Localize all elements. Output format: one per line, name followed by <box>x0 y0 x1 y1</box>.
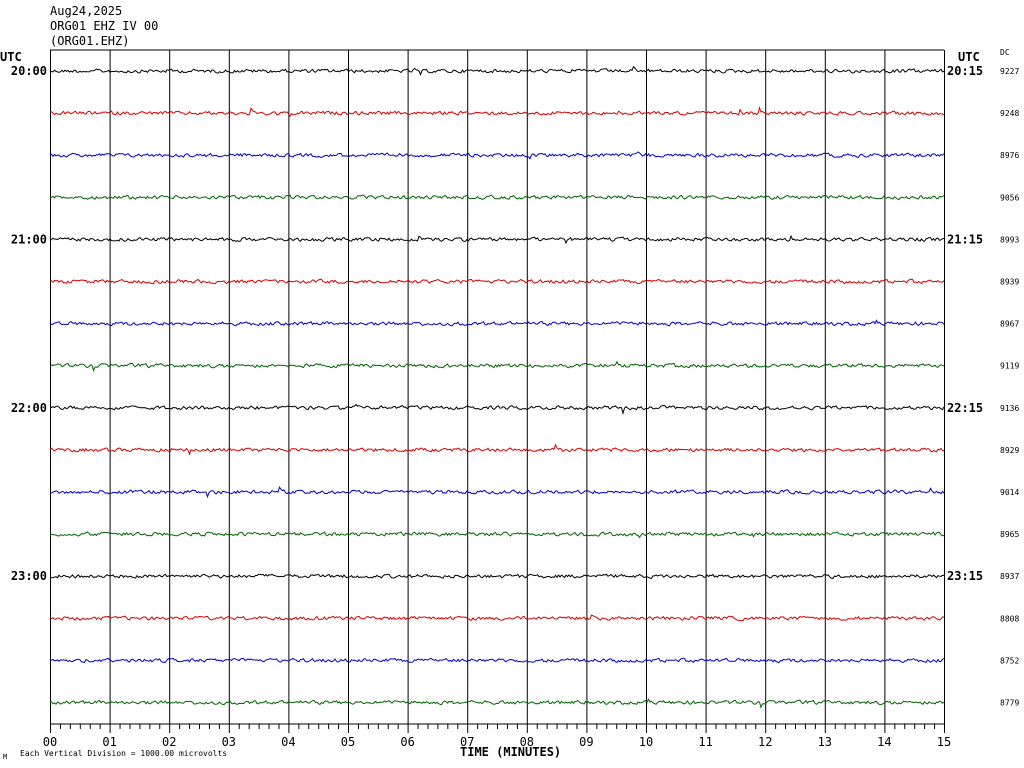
x-tick-label: 04 <box>281 735 295 749</box>
x-tick-label: 00 <box>43 735 57 749</box>
row-left-time-label: 21:00 <box>11 232 47 246</box>
trace-row-5 <box>49 234 945 245</box>
trace-row-3 <box>49 151 945 160</box>
row-right-time-label: 21:15 <box>947 232 983 246</box>
trace-row-15 <box>49 657 945 664</box>
channel-code: (ORG01.EHZ) <box>50 34 130 48</box>
trace-row-14 <box>49 614 944 622</box>
x-tick-label: 07 <box>460 735 474 749</box>
row-dc-value-label: 8965 <box>1000 530 1019 539</box>
row-right-time-label: 22:15 <box>947 401 983 415</box>
trace-row-13 <box>49 573 945 579</box>
x-tick-label: 02 <box>162 735 176 749</box>
row-dc-value-label: 8752 <box>1000 656 1019 665</box>
trace-row-6 <box>49 278 945 285</box>
row-dc-value-label: 8929 <box>1000 446 1019 455</box>
row-dc-value-label: 9056 <box>1000 193 1019 202</box>
plot-grid <box>50 49 945 724</box>
row-dc-value-label: 8808 <box>1000 614 1019 623</box>
x-tick-label: 15 <box>937 735 951 749</box>
x-tick-label: 10 <box>639 735 653 749</box>
x-tick-label: 09 <box>579 735 593 749</box>
dc-header-label: DC <box>1000 48 1010 57</box>
trace-row-16 <box>49 698 945 709</box>
row-left-time-label: 22:00 <box>11 401 47 415</box>
x-tick-label: 13 <box>818 735 832 749</box>
row-dc-value-label: 9136 <box>1000 404 1019 413</box>
row-dc-value-label: 9248 <box>1000 109 1019 118</box>
x-axis: 00 01 02 03 04 05 06 07 08 09 10 11 12 13 14 15 <box>43 723 951 749</box>
row-dc-value-label: 8939 <box>1000 278 1019 287</box>
row-dc-value-label: 8967 <box>1000 320 1019 329</box>
x-tick-label: 14 <box>877 735 891 749</box>
scale-note: Each Vertical Division = 1000.00 microvo… <box>20 749 228 758</box>
corner-mark: M <box>3 753 8 761</box>
seismic-traces <box>49 65 945 709</box>
trace-row-7 <box>49 319 945 327</box>
x-tick-label: 12 <box>758 735 772 749</box>
row-dc-value-label: 8976 <box>1000 151 1019 160</box>
row-left-time-label: 20:00 <box>11 64 47 78</box>
row-left-time-label: 23:00 <box>11 569 47 583</box>
record-date: Aug24,2025 <box>50 4 123 18</box>
row-right-time-label: 20:15 <box>947 64 983 78</box>
row-dc-value-label: 8779 <box>1000 699 1019 708</box>
x-axis-title: TIME (MINUTES) <box>460 745 562 759</box>
x-tick-label: 08 <box>520 735 534 749</box>
trace-row-4 <box>49 194 945 201</box>
row-dc-value-label: 8937 <box>1000 572 1019 581</box>
left-utc-label: UTC <box>0 50 22 64</box>
trace-row-11 <box>49 486 945 499</box>
x-tick-label: 01 <box>102 735 116 749</box>
x-tick-label: 06 <box>400 735 414 749</box>
station-code: ORG01 EHZ IV 00 <box>50 19 159 33</box>
row-dc-value-label: 8993 <box>1000 235 1019 244</box>
trace-row-12 <box>49 531 945 539</box>
row-dc-value-label: 9014 <box>1000 488 1019 497</box>
row-dc-value-label: 9119 <box>1000 362 1019 371</box>
row-dc-value-label: 9227 <box>1000 67 1019 76</box>
trace-row-2 <box>49 106 945 118</box>
trace-row-8 <box>49 360 945 372</box>
right-utc-label: UTC <box>958 50 980 64</box>
row-labels: 20:00 20:15 9227 9248 8976 9056 21:00 21:15 8993… <box>11 64 1020 708</box>
trace-row-1 <box>49 65 945 76</box>
trace-row-10 <box>49 443 945 456</box>
x-tick-label: 03 <box>222 735 236 749</box>
x-tick-label: 05 <box>341 735 355 749</box>
row-right-time-label: 23:15 <box>947 569 983 583</box>
trace-row-9 <box>49 403 945 416</box>
x-tick-label: 11 <box>698 735 712 749</box>
